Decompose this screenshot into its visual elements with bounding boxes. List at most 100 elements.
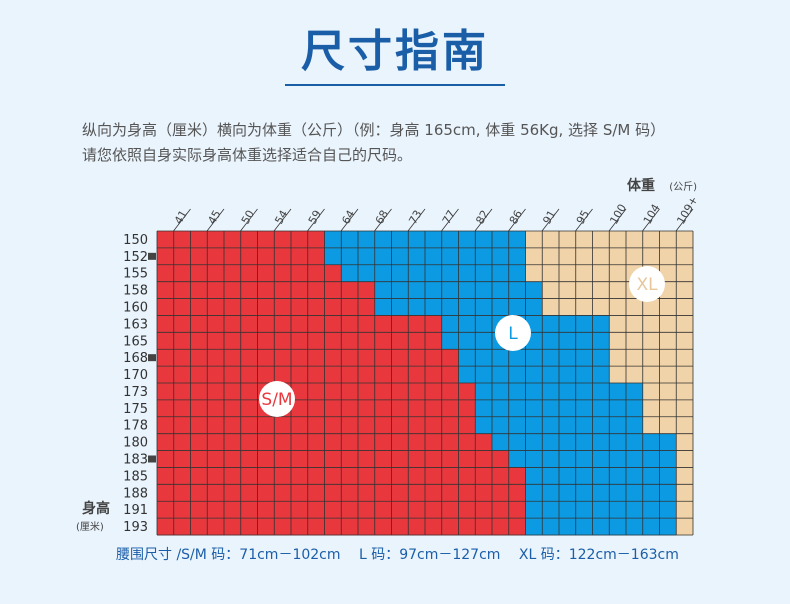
- size-badge-circle: [495, 315, 531, 351]
- region-sm-row: [157, 281, 375, 300]
- region-xl-row: [642, 399, 693, 418]
- region-sm-row: [157, 383, 476, 401]
- region-l-row: [458, 349, 610, 367]
- weight-tick-label: 68: [373, 208, 391, 227]
- legend-sm: 腰围尺寸 /S/M 码：71cm－102cm: [116, 547, 341, 563]
- weight-tick-label: 104: [641, 202, 663, 227]
- height-tick-label: 175: [123, 402, 148, 417]
- region-xl-row: [542, 281, 693, 300]
- region-xl-row: [676, 501, 693, 519]
- height-tick-label: 155: [123, 267, 148, 282]
- region-l-row: [525, 518, 677, 536]
- weight-tick-label: 73: [406, 208, 424, 227]
- height-tick-label: 191: [123, 503, 148, 518]
- weight-tick-label: 59: [306, 208, 324, 227]
- height-tick-label: 180: [123, 436, 148, 451]
- size-badge-circle: [629, 266, 665, 302]
- weight-tick: [675, 208, 694, 232]
- legend-xl: XL 码：122cm－163cm: [518, 547, 679, 563]
- region-xl-row: [676, 518, 693, 536]
- region-sm-row: [157, 315, 442, 333]
- height-tick-label: 193: [123, 520, 148, 535]
- size-badge-label: S/M: [261, 390, 292, 410]
- region-xl-row: [609, 366, 693, 384]
- region-sm-row: [157, 399, 476, 418]
- weight-tick: [407, 208, 426, 232]
- weight-tick-label: 64: [339, 208, 357, 227]
- height-marker: [148, 455, 156, 463]
- weight-tick: [173, 208, 191, 232]
- region-l-row: [492, 433, 677, 452]
- region-xl-row: [609, 349, 693, 367]
- weight-tick: [374, 208, 392, 232]
- y-axis-title: 身高: [82, 500, 110, 517]
- height-marker: [148, 354, 156, 362]
- region-xl-row: [609, 332, 693, 350]
- waist-legend: 腰围尺寸 /S/M 码：71cm－102cm L 码：97cm－127cm XL…: [116, 544, 693, 564]
- region-xl-row: [676, 467, 693, 485]
- region-sm-row: [157, 332, 442, 350]
- y-axis-unit: (厘米): [76, 520, 104, 533]
- weight-tick: [575, 208, 593, 232]
- weight-tick-label: 50: [239, 208, 257, 227]
- height-tick-label: 188: [123, 486, 148, 501]
- weight-tick: [273, 208, 292, 232]
- weight-tick: [508, 208, 526, 232]
- description-line-1: 纵向为身高（厘米）横向为体重（公斤）（例：身高 165cm, 体重 56Kg, …: [82, 121, 666, 139]
- weight-tick: [541, 208, 560, 232]
- region-xl-row: [609, 315, 693, 333]
- title-underline: [285, 84, 505, 86]
- height-tick-label: 152: [123, 250, 148, 265]
- description: 纵向为身高（厘米）横向为体重（公斤）（例：身高 165cm, 体重 56Kg, …: [82, 118, 665, 168]
- weight-tick: [441, 208, 459, 232]
- region-l-row: [525, 484, 677, 502]
- weight-tick: [642, 208, 660, 232]
- height-tick-label: 160: [123, 301, 148, 316]
- size-badge-circle: [259, 381, 295, 417]
- x-axis-unit: (公斤): [669, 181, 697, 193]
- height-tick-label: 158: [123, 284, 148, 299]
- region-l-row: [525, 467, 677, 485]
- region-sm-row: [157, 298, 375, 316]
- height-tick-label: 163: [123, 317, 148, 332]
- weight-tick-label: 41: [172, 208, 190, 227]
- weight-tick: [474, 208, 493, 232]
- weight-tick-label: 91: [540, 208, 558, 227]
- size-badge-label: L: [508, 324, 518, 344]
- region-xl-row: [642, 416, 693, 435]
- weight-tick-label: 95: [574, 208, 592, 227]
- height-tick-label: 173: [123, 385, 148, 400]
- weight-tick: [240, 208, 258, 232]
- region-xl-row: [676, 484, 693, 502]
- weight-tick-label: 54: [272, 208, 290, 227]
- height-tick-label: 150: [123, 233, 148, 248]
- region-sm-row: [157, 416, 476, 435]
- region-xl-row: [642, 383, 693, 401]
- weight-tick: [206, 208, 225, 232]
- description-line-2: 请您依照自身实际身高体重选择适合自己的尺码。: [82, 146, 413, 164]
- height-tick-label: 170: [123, 368, 148, 383]
- height-tick-label: 183: [123, 453, 148, 468]
- region-sm-row: [157, 450, 509, 468]
- region-l-row: [458, 366, 610, 384]
- region-sm-row: [157, 264, 342, 283]
- height-tick-label: 165: [123, 334, 148, 349]
- height-marker: [148, 252, 156, 260]
- weight-tick-label: 45: [205, 208, 223, 227]
- region-xl-row: [676, 433, 693, 452]
- weight-tick-label: 109+: [674, 194, 700, 227]
- weight-tick-label: 100: [607, 202, 629, 227]
- weight-tick-label: 82: [473, 208, 491, 227]
- height-tick-label: 178: [123, 419, 148, 434]
- page-title: 尺寸指南: [301, 26, 489, 77]
- x-axis-title: 体重: [627, 177, 655, 194]
- region-xl-row: [542, 298, 693, 316]
- weight-tick: [307, 208, 325, 232]
- region-xl-row: [676, 450, 693, 468]
- weight-tick-label: 86: [507, 208, 525, 227]
- legend-l: L 码：97cm－127cm: [358, 547, 501, 563]
- size-badge-label: XL: [636, 275, 658, 295]
- weight-tick: [340, 208, 359, 232]
- height-tick-label: 185: [123, 469, 148, 484]
